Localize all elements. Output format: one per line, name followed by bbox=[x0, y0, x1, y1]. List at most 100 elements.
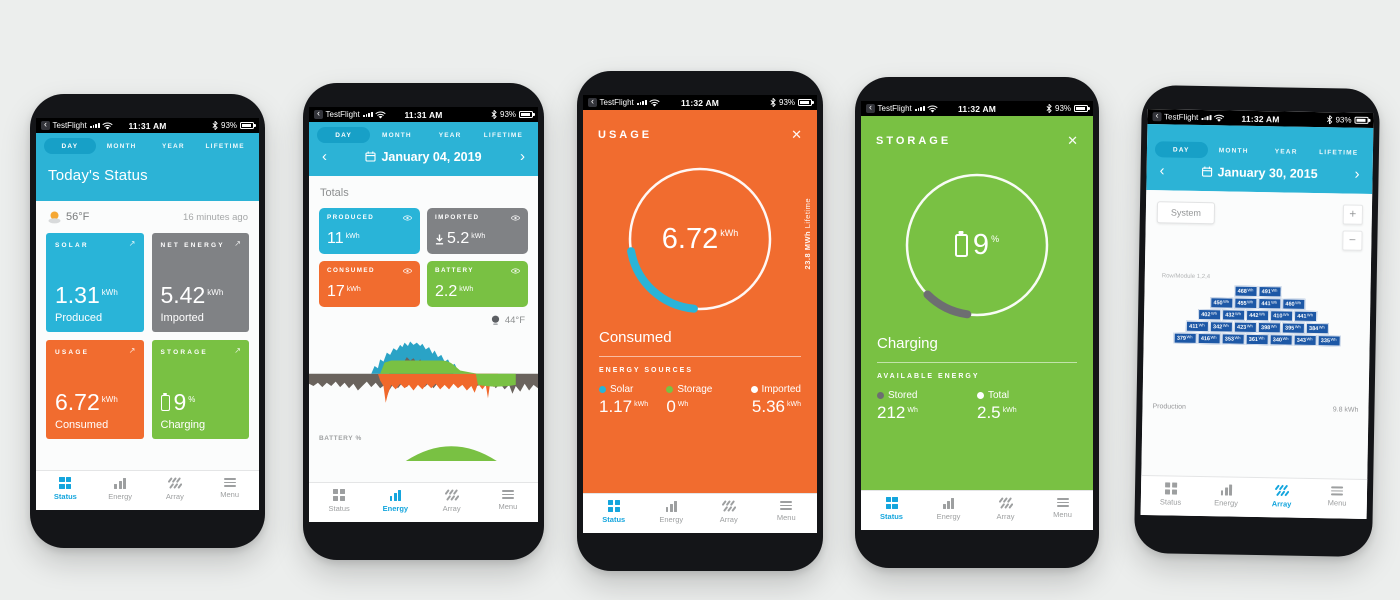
nav-menu[interactable]: Menu bbox=[480, 489, 536, 513]
bluetooth-icon bbox=[1327, 115, 1333, 125]
pv-module[interactable]: 423 Wh bbox=[1233, 321, 1257, 333]
visibility-eye-icon[interactable] bbox=[403, 214, 412, 221]
back-to-app-icon[interactable]: ‹ bbox=[41, 120, 50, 130]
nav-array[interactable]: Array bbox=[977, 497, 1034, 521]
close-icon[interactable]: ✕ bbox=[791, 127, 802, 142]
card-net-energy[interactable]: NET ENERGY ↗ 5.42 kWh Imported bbox=[151, 233, 249, 332]
storage-gauge: 9% bbox=[901, 169, 1053, 321]
nav-energy[interactable]: Energy bbox=[1198, 483, 1254, 508]
pv-module[interactable]: 441 Wh bbox=[1257, 298, 1281, 310]
pv-module[interactable]: 416 Wh bbox=[1197, 332, 1221, 345]
tab-month[interactable]: MONTH bbox=[1218, 146, 1249, 155]
pv-module[interactable]: 468 Wh bbox=[1233, 285, 1258, 297]
visibility-eye-icon[interactable] bbox=[403, 267, 412, 274]
tab-day[interactable]: DAY bbox=[1154, 141, 1208, 159]
zoom-out-button[interactable]: − bbox=[1342, 230, 1363, 251]
system-dropdown-button[interactable]: System bbox=[1156, 201, 1216, 225]
nav-array[interactable]: Array bbox=[148, 477, 203, 501]
pv-module[interactable]: 441 Wh bbox=[1293, 310, 1317, 323]
date-picker[interactable]: January 30, 2015 bbox=[1167, 164, 1351, 181]
pv-module[interactable]: 455 Wh bbox=[1233, 297, 1257, 309]
nav-array[interactable]: Array bbox=[424, 489, 480, 513]
module-energy-value: 340 bbox=[1272, 336, 1283, 343]
pv-module[interactable]: 343 Wh bbox=[1293, 334, 1317, 347]
tab-day[interactable]: DAY bbox=[317, 127, 371, 143]
gauge-unit: kWh bbox=[720, 227, 739, 238]
pv-module[interactable]: 395 Wh bbox=[1281, 322, 1305, 334]
nav-energy[interactable]: Energy bbox=[93, 477, 148, 501]
nav-menu[interactable]: Menu bbox=[202, 477, 257, 501]
tab-year[interactable]: YEAR bbox=[161, 142, 185, 150]
source-imported: Imported 5.36 kWh bbox=[734, 384, 801, 417]
tab-lifetime[interactable]: LIFETIME bbox=[1319, 148, 1359, 157]
tab-year[interactable]: YEAR bbox=[1274, 147, 1298, 156]
pv-module[interactable]: 460 Wh bbox=[1281, 298, 1305, 310]
pv-module[interactable]: 340 Wh bbox=[1269, 334, 1293, 346]
chip-consumed[interactable]: CONSUMED 17 kWh bbox=[319, 261, 420, 307]
nav-status[interactable]: Status bbox=[311, 489, 367, 513]
nav-energy[interactable]: Energy bbox=[367, 489, 423, 513]
pv-module[interactable]: 411 Wh bbox=[1185, 320, 1209, 333]
nav-status[interactable]: Status bbox=[863, 497, 920, 521]
back-to-app-icon[interactable]: ‹ bbox=[1152, 110, 1162, 122]
nav-array[interactable]: Array bbox=[700, 500, 758, 524]
calendar-icon bbox=[1201, 166, 1213, 177]
back-to-app-icon[interactable]: ‹ bbox=[314, 109, 323, 119]
prev-day-chevron[interactable]: ‹ bbox=[1159, 162, 1165, 180]
status-grid-icon bbox=[59, 477, 72, 489]
date-picker[interactable]: January 04, 2019 bbox=[330, 150, 517, 164]
chip-battery[interactable]: BATTERY 2.2 kWh bbox=[427, 261, 528, 307]
source-storage: Storage 0 Wh bbox=[666, 384, 733, 417]
chip-imported[interactable]: IMPORTED 5.2 kWh bbox=[427, 208, 528, 254]
pv-module[interactable]: 342 Wh bbox=[1209, 321, 1233, 333]
tab-lifetime[interactable]: LIFETIME bbox=[483, 131, 523, 139]
tab-month[interactable]: MONTH bbox=[381, 131, 412, 139]
pv-module[interactable]: 384 Wh bbox=[1305, 322, 1329, 335]
pv-module[interactable]: 353 Wh bbox=[1221, 333, 1245, 345]
card-solar[interactable]: SOLAR ↗ 1.31 kWh Produced bbox=[46, 233, 144, 332]
available-energy: Stored 212 Wh Total 2.5 kWh bbox=[861, 390, 1093, 423]
nav-menu[interactable]: Menu bbox=[758, 500, 816, 524]
nav-status[interactable]: Status bbox=[1143, 482, 1199, 507]
chip-produced[interactable]: PRODUCED 11 kWh bbox=[319, 208, 420, 254]
nav-energy[interactable]: Energy bbox=[920, 497, 977, 521]
pv-module[interactable]: 450 Wh bbox=[1209, 297, 1233, 309]
nav-menu[interactable]: Menu bbox=[1309, 485, 1365, 510]
tab-month[interactable]: MONTH bbox=[106, 142, 137, 150]
pv-module[interactable]: 398 Wh bbox=[1257, 322, 1281, 334]
next-day-chevron[interactable]: › bbox=[520, 148, 525, 165]
nav-menu[interactable]: Menu bbox=[1034, 497, 1091, 521]
tab-day[interactable]: DAY bbox=[44, 138, 96, 154]
pv-module[interactable]: 402 Wh bbox=[1197, 308, 1221, 321]
module-energy-value: 361 bbox=[1248, 336, 1259, 343]
visibility-eye-icon[interactable] bbox=[511, 214, 520, 221]
pv-module[interactable]: 379 Wh bbox=[1173, 332, 1197, 344]
tab-year[interactable]: YEAR bbox=[438, 131, 462, 139]
pv-module[interactable]: 410 Wh bbox=[1269, 310, 1293, 322]
nav-status[interactable]: Status bbox=[38, 477, 93, 501]
card-usage[interactable]: USAGE ↗ 6.72 kWh Consumed bbox=[46, 340, 144, 439]
close-icon[interactable]: ✕ bbox=[1067, 133, 1078, 148]
zoom-in-button[interactable]: + bbox=[1342, 204, 1364, 225]
visibility-eye-icon[interactable] bbox=[511, 267, 520, 274]
pv-module[interactable]: 335 Wh bbox=[1317, 335, 1341, 347]
pv-module[interactable]: 442 Wh bbox=[1245, 309, 1269, 322]
next-day-chevron[interactable]: › bbox=[1354, 165, 1360, 183]
nav-status[interactable]: Status bbox=[585, 500, 643, 524]
nav-array[interactable]: Array bbox=[1254, 484, 1310, 509]
module-energy-unit: Wh bbox=[1306, 312, 1314, 318]
pv-module[interactable]: 432 Wh bbox=[1221, 309, 1245, 321]
back-to-app-icon[interactable]: ‹ bbox=[588, 97, 597, 107]
pv-module[interactable]: 361 Wh bbox=[1245, 333, 1269, 346]
energy-bars-icon bbox=[664, 500, 678, 512]
total-dot-icon bbox=[977, 392, 984, 399]
source-name: Imported bbox=[761, 384, 801, 395]
back-to-app-icon[interactable]: ‹ bbox=[866, 103, 875, 113]
nav-energy[interactable]: Energy bbox=[643, 500, 701, 524]
carrier-label: TestFlight bbox=[599, 98, 634, 107]
status-cards: SOLAR ↗ 1.31 kWh Produced NET ENERGY ↗ 5.… bbox=[36, 231, 259, 441]
tab-lifetime[interactable]: LIFETIME bbox=[205, 142, 245, 150]
prev-day-chevron[interactable]: ‹ bbox=[322, 148, 327, 165]
pv-module[interactable]: 491 Wh bbox=[1257, 286, 1282, 298]
card-storage[interactable]: STORAGE ↗ 9% Charging bbox=[151, 340, 249, 439]
